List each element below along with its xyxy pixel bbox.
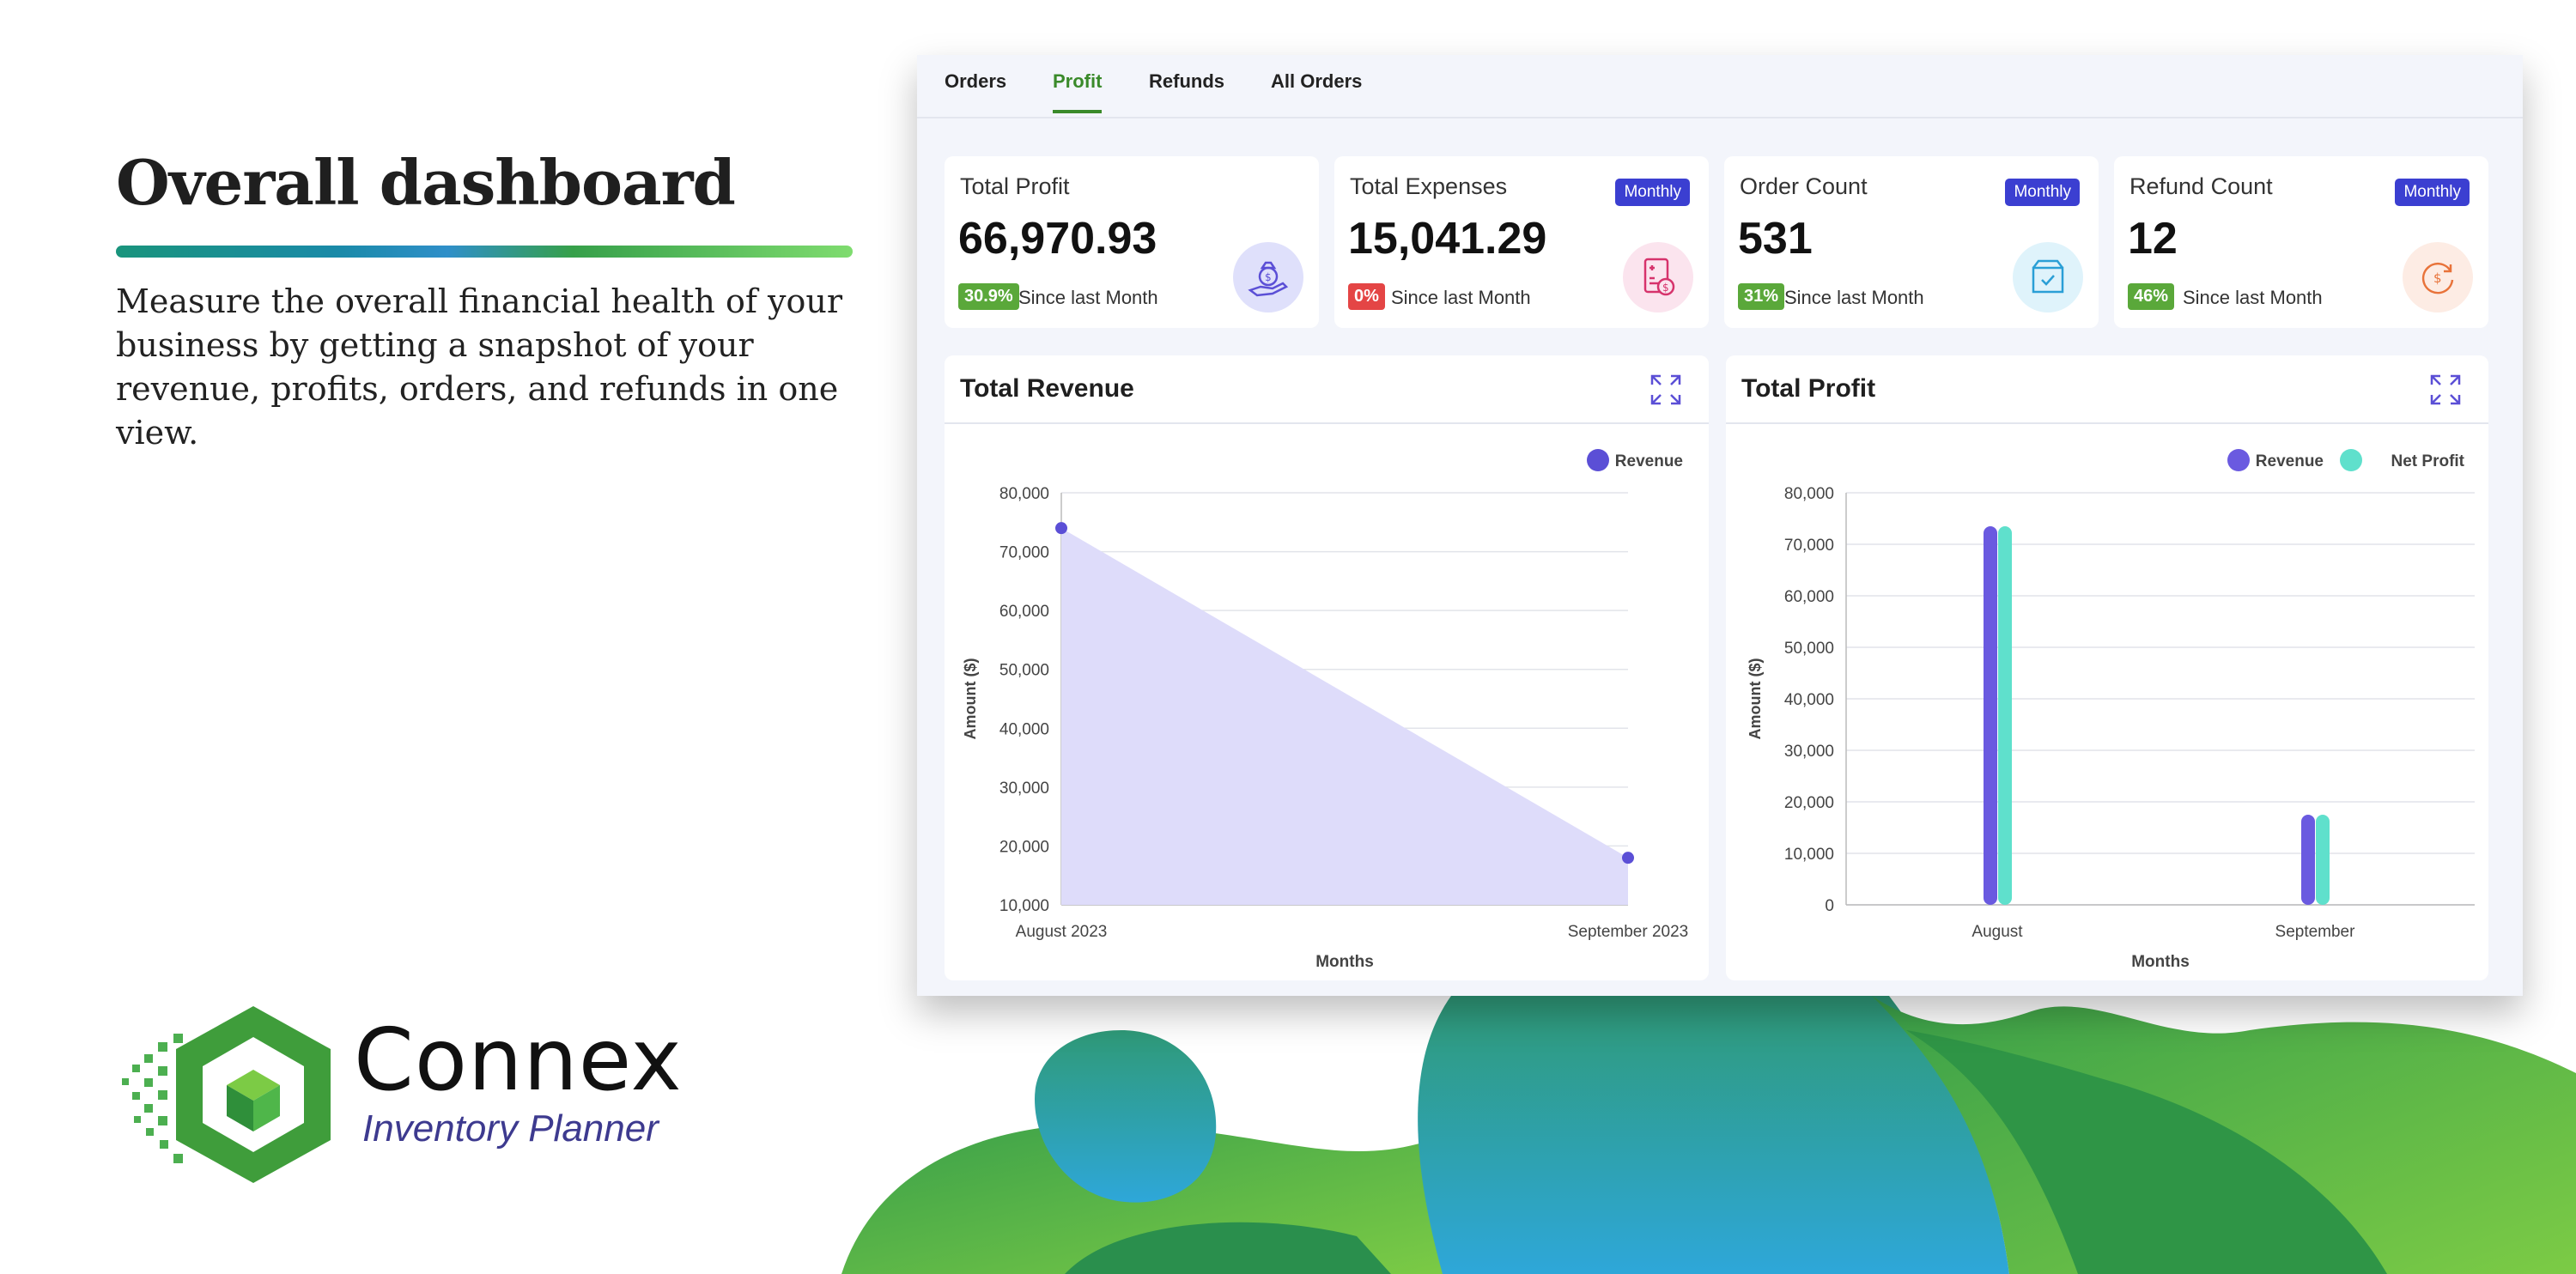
y-tick-label: 10,000 xyxy=(999,897,1049,915)
kpi-card-total-profit: Total Profit 66,970.93 30.9% Since last … xyxy=(945,156,1319,328)
panel-title: Total Profit xyxy=(1741,374,1876,403)
legend-label: Revenue xyxy=(2256,452,2324,470)
x-tick-label: September 2023 xyxy=(1568,923,1689,941)
x-tick-label: August xyxy=(1971,923,2023,941)
connex-logo-icon xyxy=(122,1006,331,1183)
brand-name: Connex xyxy=(354,1010,683,1110)
x-tick-label: September xyxy=(2275,923,2356,941)
y-axis-title: Amount ($) xyxy=(1747,658,1764,740)
svg-text:$: $ xyxy=(1265,271,1272,283)
kpi-value: 531 xyxy=(1738,214,1813,264)
svg-text:$: $ xyxy=(2433,270,2442,286)
profit-bar-chart: 80,000 70,000 60,000 50,000 40,000 30,000 20,0… xyxy=(1747,449,2475,971)
kpi-card-order-count: Order Count Monthly 531 31% Since last M… xyxy=(1724,156,2099,328)
panel-divider xyxy=(945,422,1709,424)
y-tick-label: 70,000 xyxy=(1784,537,1834,555)
y-tick-label: 70,000 xyxy=(999,544,1049,562)
data-point xyxy=(1055,522,1067,535)
tab-profit[interactable]: Profit xyxy=(1053,70,1103,113)
bar xyxy=(1998,526,2012,905)
invoice-dollar-icon: $ xyxy=(1623,242,1693,312)
x-axis-title: Months xyxy=(1315,953,1374,971)
bar xyxy=(2301,815,2315,905)
y-tick-label: 0 xyxy=(1825,897,1834,915)
y-tick-label: 30,000 xyxy=(999,780,1049,798)
tab-refunds[interactable]: Refunds xyxy=(1149,70,1224,92)
kpi-title: Total Profit xyxy=(960,173,1070,199)
kpi-title: Total Expenses xyxy=(1350,173,1508,199)
kpi-card-refund-count: Refund Count Monthly 12 46% Since last M… xyxy=(2114,156,2488,328)
delta-badge: 30.9% xyxy=(958,283,1019,310)
brand-subtitle: Inventory Planner xyxy=(362,1107,659,1150)
y-axis-title: Amount ($) xyxy=(962,658,979,740)
monthly-badge[interactable]: Monthly xyxy=(1615,179,1690,206)
refund-dollar-icon: $ xyxy=(2403,242,2473,312)
since-label: Since last Month xyxy=(1784,287,1924,308)
kpi-value: 12 xyxy=(2128,214,2178,264)
y-tick-label: 40,000 xyxy=(1784,691,1834,709)
box-check-icon xyxy=(2013,242,2083,312)
data-point xyxy=(1622,852,1634,864)
total-revenue-panel: Total Revenue 80,000 70,000 60,000 50,000 40… xyxy=(945,355,1709,980)
bar xyxy=(1984,526,1997,905)
expand-icon[interactable] xyxy=(1649,373,1683,407)
since-label: Since last Month xyxy=(1018,287,1158,308)
kpi-card-total-expenses: Total Expenses Monthly 15,041.29 0% Sinc… xyxy=(1334,156,1709,328)
y-tick-label: 80,000 xyxy=(1784,485,1834,503)
legend-label: Revenue xyxy=(1615,452,1683,470)
x-tick-label: August 2023 xyxy=(1016,923,1108,941)
revenue-area xyxy=(1061,528,1628,905)
monthly-badge[interactable]: Monthly xyxy=(2395,179,2470,206)
legend-swatch xyxy=(2340,449,2362,471)
legend-swatch xyxy=(1587,449,1609,471)
dashboard-screenshot: Orders Profit Refunds All Orders Total P… xyxy=(917,55,2523,996)
legend-label: Net Profit xyxy=(2391,452,2465,470)
panel-title: Total Revenue xyxy=(960,374,1134,403)
revenue-area-chart: 80,000 70,000 60,000 50,000 40,000 30,000 20,0… xyxy=(962,449,1689,971)
y-tick-label: 20,000 xyxy=(999,838,1049,856)
bar xyxy=(2316,815,2330,905)
expand-icon[interactable] xyxy=(2428,373,2463,407)
y-tick-label: 30,000 xyxy=(1784,743,1834,761)
since-label: Since last Month xyxy=(2183,287,2323,308)
page-title: Overall dashboard xyxy=(116,146,736,219)
monthly-badge[interactable]: Monthly xyxy=(2005,179,2080,206)
tab-all-orders[interactable]: All Orders xyxy=(1271,70,1363,92)
y-tick-label: 40,000 xyxy=(999,720,1049,738)
tab-orders[interactable]: Orders xyxy=(945,70,1007,92)
legend-swatch xyxy=(2227,449,2250,471)
kpi-title: Refund Count xyxy=(2129,173,2273,199)
since-label: Since last Month xyxy=(1391,287,1531,308)
delta-badge: 0% xyxy=(1348,283,1385,310)
y-tick-label: 80,000 xyxy=(999,485,1049,503)
kpi-title: Order Count xyxy=(1740,173,1868,199)
x-axis-title: Months xyxy=(2131,953,2190,971)
y-tick-label: 50,000 xyxy=(999,662,1049,680)
total-profit-panel: Total Profit 80,000 70,000 60,000 50,000 40,… xyxy=(1726,355,2488,980)
kpi-value: 66,970.93 xyxy=(958,214,1157,264)
panel-divider xyxy=(1726,422,2488,424)
y-tick-label: 10,000 xyxy=(1784,846,1834,864)
y-tick-label: 20,000 xyxy=(1784,794,1834,812)
page-description: Measure the overall financial health of … xyxy=(116,282,842,452)
title-underline-gradient xyxy=(116,246,853,258)
svg-text:$: $ xyxy=(1662,282,1669,294)
delta-badge: 46% xyxy=(2128,283,2175,310)
delta-badge: 31% xyxy=(1738,283,1785,310)
money-bag-hand-icon: $ xyxy=(1233,242,1303,312)
y-tick-label: 60,000 xyxy=(1784,588,1834,606)
y-tick-label: 50,000 xyxy=(1784,640,1834,658)
kpi-value: 15,041.29 xyxy=(1348,214,1547,264)
tab-bar: Orders Profit Refunds All Orders xyxy=(917,55,2523,118)
y-tick-label: 60,000 xyxy=(999,603,1049,621)
